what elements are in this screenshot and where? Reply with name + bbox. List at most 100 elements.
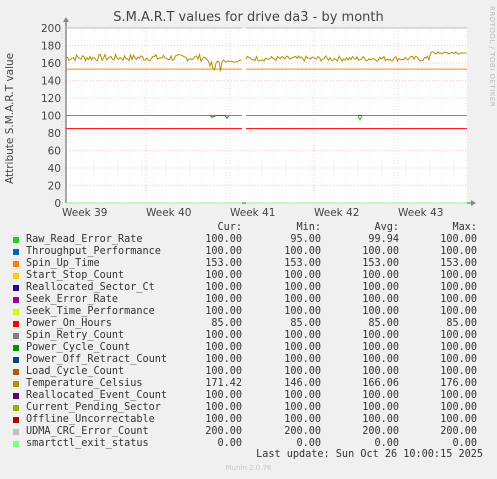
header-min: Min: [296, 222, 321, 233]
legend-min-value: 100.00 [284, 246, 321, 257]
legend-row: Seek_Time_Performance 100.00 100.00 100.00 1… [0, 306, 497, 318]
series-line [65, 52, 242, 72]
legend-swatch [13, 417, 19, 423]
legend-series-name: Offline_Uncorrectable [26, 414, 155, 425]
legend-avg-value: 100.00 [362, 342, 399, 353]
legend-min-value: 100.00 [284, 306, 321, 317]
legend-swatch [13, 405, 19, 411]
legend-max-value: 100.00 [440, 282, 477, 293]
legend-avg-value: 100.00 [362, 330, 399, 341]
chart-plot: 0 20 40 60 80 100 120 140 160 180 200 Week 39 Week 4… [41, 17, 476, 219]
legend-avg-value: 100.00 [362, 282, 399, 293]
y-tick-label: 0 [54, 198, 61, 210]
legend-max-value: 100.00 [440, 342, 477, 353]
legend-row: Power_Cycle_Count 100.00 100.00 100.00 100.0… [0, 342, 497, 354]
legend-row: Start_Stop_Count 100.00 100.00 100.00 100.00 [0, 270, 497, 282]
legend-row: Offline_Uncorrectable 100.00 100.00 100.00 1… [0, 414, 497, 426]
legend-series-name: Reallocated_Sector_Ct [26, 282, 155, 293]
legend-swatch [13, 441, 19, 447]
legend-max-value: 100.00 [440, 366, 477, 377]
legend-swatch [13, 429, 19, 435]
legend-avg-value: 100.00 [362, 306, 399, 317]
y-tick-label: 20 [48, 181, 61, 193]
x-tick-label: Week 41 [230, 207, 275, 219]
chart-title: S.M.A.R.T values for drive da3 - by mont… [113, 10, 384, 25]
legend-row: UDMA_CRC_Error_Count 200.00 200.00 200.00 20… [0, 426, 497, 438]
y-tick-label: 160 [41, 58, 61, 70]
legend-cur-value: 100.00 [205, 402, 242, 413]
legend-series-name: Temperature_Celsius [26, 378, 143, 389]
legend-min-value: 200.00 [284, 426, 321, 437]
legend-series-name: Power_Cycle_Count [26, 342, 131, 353]
legend-swatch [13, 297, 19, 303]
legend-series-name: Load_Cycle_Count [26, 366, 125, 377]
legend-min-value: 100.00 [284, 390, 321, 401]
legend-swatch [13, 285, 19, 291]
legend-swatch [13, 261, 19, 267]
legend-min-value: 153.00 [284, 258, 321, 269]
legend-avg-value: 100.00 [362, 414, 399, 425]
legend-avg-value: 153.00 [362, 258, 399, 269]
legend-max-value: 100.00 [440, 306, 477, 317]
legend-max-value: 85.00 [446, 318, 477, 329]
legend-row: Power_On_Hours 85.00 85.00 85.00 85.00 [0, 318, 497, 330]
legend-max-value: 100.00 [440, 330, 477, 341]
x-axis-arrow [471, 200, 476, 206]
legend-series-name: Power_Off_Retract_Count [26, 354, 168, 365]
y-tick-label: 40 [48, 163, 61, 175]
legend-cur-value: 100.00 [205, 234, 242, 245]
y-tick-label: 200 [41, 23, 61, 35]
series-line [245, 50, 467, 63]
legend-header: Cur: Min: Avg: Max: [0, 222, 497, 234]
legend-avg-value: 100.00 [362, 366, 399, 377]
munin-version: Munin 2.0.76 [225, 464, 272, 472]
legend-row: Spin_Up_Time 153.00 153.00 153.00 153.00 [0, 258, 497, 270]
legend-row: Throughput_Performance 100.00 100.00 100.00… [0, 246, 497, 258]
legend-cur-value: 100.00 [205, 354, 242, 365]
legend-swatch [13, 345, 19, 351]
legend-swatch [13, 309, 19, 315]
legend-avg-value: 100.00 [362, 402, 399, 413]
last-update: Last update: Sun Oct 26 10:00:15 2025 [256, 449, 483, 460]
legend-row: Current_Pending_Sector 100.00 100.00 100.00… [0, 402, 497, 414]
legend-cur-value: 85.00 [211, 318, 242, 329]
legend-avg-value: 85.00 [368, 318, 399, 329]
legend-swatch [13, 321, 19, 327]
legend-avg-value: 200.00 [362, 426, 399, 437]
legend-min-value: 100.00 [284, 414, 321, 425]
legend-max-value: 153.00 [440, 258, 477, 269]
legend-min-value: 100.00 [284, 282, 321, 293]
x-tick-label: Week 39 [62, 207, 107, 219]
legend-min-value: 100.00 [284, 330, 321, 341]
legend-cur-value: 100.00 [205, 390, 242, 401]
legend-series-name: Seek_Error_Rate [26, 294, 119, 305]
legend-swatch [13, 393, 19, 399]
y-tick-label: 100 [41, 111, 61, 123]
legend-row: Load_Cycle_Count 100.00 100.00 100.00 100.00 [0, 366, 497, 378]
legend-row: Spin_Retry_Count 100.00 100.00 100.00 100.00 [0, 330, 497, 342]
legend-swatch [13, 357, 19, 363]
legend-min-value: 100.00 [284, 294, 321, 305]
series-line [246, 115, 467, 122]
legend-min-value: 95.00 [290, 234, 321, 245]
legend-max-value: 0.00 [452, 438, 477, 449]
legend-cur-value: 100.00 [205, 306, 242, 317]
y-tick-label: 80 [48, 128, 61, 140]
legend-min-value: 100.00 [284, 354, 321, 365]
legend-row: Reallocated_Sector_Ct 100.00 100.00 100.00 1… [0, 282, 497, 294]
legend-swatch [13, 369, 19, 375]
legend-max-value: 100.00 [440, 402, 477, 413]
legend-swatch [13, 333, 19, 339]
legend-series-name: smartctl_exit_status [26, 438, 149, 449]
legend-series-name: Throughput_Performance [26, 246, 161, 257]
y-tick-label: 180 [41, 41, 61, 53]
legend-max-value: 100.00 [440, 414, 477, 425]
legend-min-value: 100.00 [284, 402, 321, 413]
legend-series-name: Raw_Read_Error_Rate [26, 234, 143, 245]
legend-swatch [13, 237, 19, 243]
legend-max-value: 200.00 [440, 426, 477, 437]
legend-cur-value: 100.00 [205, 294, 242, 305]
legend-cur-value: 171.42 [205, 378, 242, 389]
legend-min-value: 85.00 [290, 318, 321, 329]
x-tick-label: Week 43 [398, 207, 443, 219]
